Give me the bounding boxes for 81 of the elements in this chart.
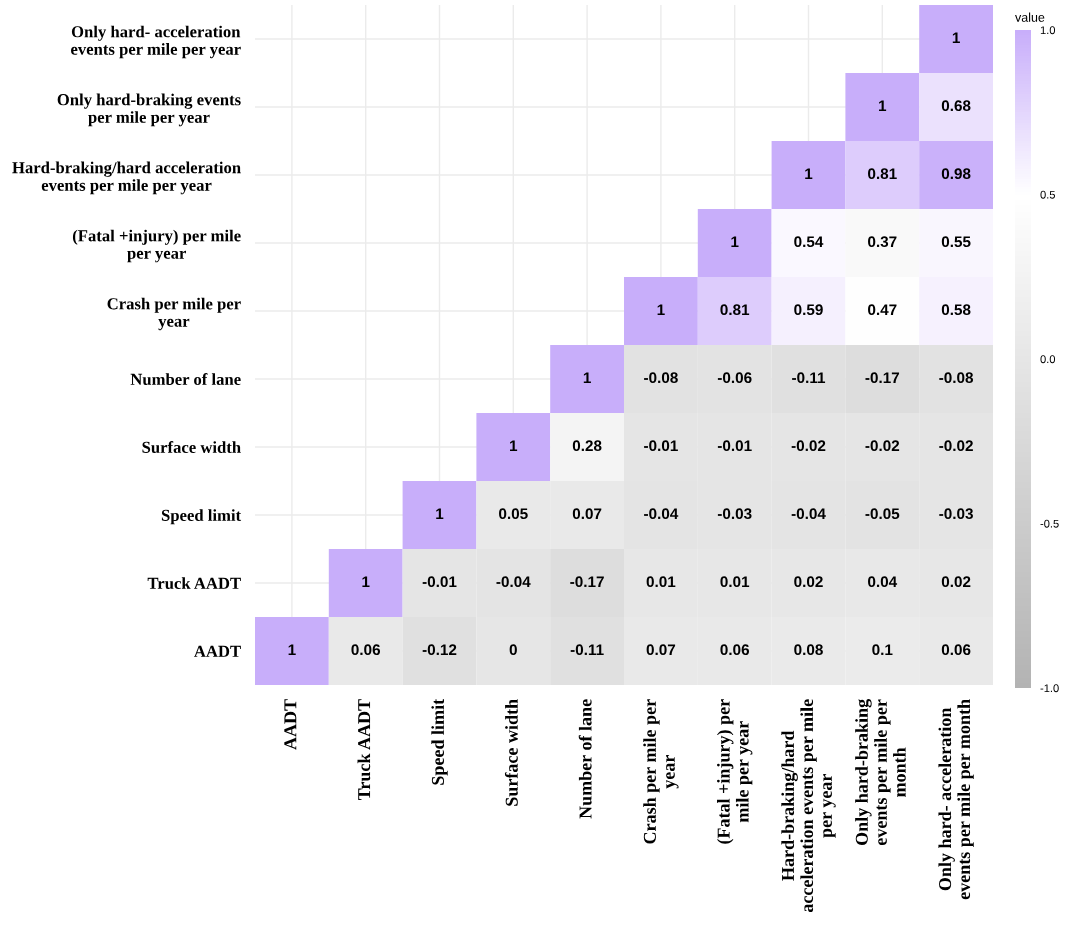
data-label: 0.06	[720, 644, 750, 656]
data-label: -0.01	[644, 440, 678, 452]
data-label: -0.11	[792, 372, 826, 384]
data-label: 0.05	[499, 508, 528, 520]
data-label: -0.11	[570, 644, 604, 656]
data-label: 0.28	[572, 440, 602, 452]
data-label: 0.06	[351, 644, 381, 656]
data-label: -0.02	[939, 440, 973, 452]
data-label: -0.17	[865, 372, 900, 384]
y-tick-label: Only hard-braking events per mile per year	[57, 93, 241, 127]
data-label: 0.02	[794, 576, 823, 588]
data-label: 0.81	[868, 168, 897, 180]
data-label: -0.02	[865, 440, 900, 452]
data-label: 0.1	[872, 644, 893, 656]
data-label: -0.04	[496, 576, 531, 588]
data-label: 0.58	[941, 304, 971, 316]
x-tick-label: Speed limit	[431, 698, 448, 785]
data-label: 1	[952, 32, 960, 43]
color-bar-label: 0.5	[1040, 190, 1056, 199]
data-label: -0.06	[717, 372, 752, 384]
x-tick-label: (Fatal +injury) per mile per year	[717, 699, 753, 844]
data-label: 0.59	[794, 304, 823, 316]
x-tick-label: Truck AADT	[357, 699, 371, 801]
data-label: 0.37	[868, 236, 897, 248]
x-tick-label: Hard-braking/hard acceleration events per mile per year	[781, 699, 836, 913]
color-bar-title: value	[1015, 12, 1045, 22]
data-label: 1	[731, 236, 739, 247]
data-label: -0.12	[422, 644, 457, 656]
data-label: 0.06	[941, 644, 971, 656]
color-bar-label: 1.0	[1040, 26, 1056, 35]
data-label: 0.02	[941, 576, 971, 588]
color-bar-label: -0.5	[1040, 519, 1059, 528]
data-label: -0.04	[791, 508, 826, 520]
data-label: 0.07	[572, 508, 602, 520]
data-label: 0.98	[941, 168, 971, 180]
data-label: 0.55	[941, 236, 971, 248]
data-label: 1	[583, 372, 591, 383]
y-tick-label: Truck AADT	[147, 577, 241, 589]
data-label: -0.02	[791, 440, 826, 452]
x-tick-label: Only hard-braking events per mile per month	[855, 699, 906, 846]
y-tick-label: Hard-braking/hard acceleration events per mile per year	[12, 161, 241, 195]
y-tick-label: Number of lane	[130, 373, 241, 385]
data-label: -0.04	[644, 508, 679, 520]
data-label: 0.01	[720, 576, 750, 588]
color-bar-label: 0.0	[1040, 355, 1056, 364]
x-tick-label: Number of lane	[578, 699, 592, 819]
data-label: -0.08	[644, 372, 678, 384]
data-label: 1	[657, 304, 665, 315]
data-label: -0.01	[422, 576, 457, 588]
data-label: -0.03	[939, 508, 973, 520]
data-label: 1	[436, 508, 444, 519]
data-label: 1	[288, 644, 296, 655]
x-tick-label: Crash per mile per year	[643, 699, 679, 844]
data-label: 1	[362, 576, 370, 587]
data-label: 1	[510, 440, 518, 451]
data-label: 0.68	[941, 100, 971, 112]
data-label: -0.08	[939, 372, 974, 384]
data-label: -0.03	[717, 508, 752, 520]
data-label: 0.04	[868, 576, 898, 588]
data-label: 0.54	[794, 236, 824, 248]
data-label: 0.47	[868, 304, 897, 316]
data-label: -0.05	[865, 508, 900, 520]
data-label: 0.08	[794, 644, 823, 656]
data-label: 1	[805, 168, 813, 179]
y-tick-label: Only hard- acceleration events per mile per year	[71, 25, 241, 59]
data-label: 0.07	[646, 644, 676, 656]
y-tick-label: AADT	[194, 645, 241, 657]
data-label: -0.01	[717, 440, 752, 452]
data-label: 0.81	[720, 304, 750, 316]
x-tick-label: AADT	[284, 699, 297, 750]
color-bar-label: -1.0	[1040, 684, 1059, 693]
y-tick-label: Crash per mile per year	[107, 297, 241, 331]
data-label: -0.17	[570, 576, 604, 588]
y-tick-label: Surface width	[142, 441, 241, 453]
data-label: 0	[509, 644, 517, 656]
data-label: 0.01	[646, 576, 676, 588]
y-tick-label: (Fatal +injury) per mile per year	[72, 229, 241, 263]
data-label: 1	[879, 100, 887, 111]
y-tick-label: Speed limit	[161, 509, 242, 525]
x-tick-label: Surface width	[504, 699, 518, 806]
x-tick-label: Only hard- acceleration events per mile per month	[938, 699, 974, 900]
